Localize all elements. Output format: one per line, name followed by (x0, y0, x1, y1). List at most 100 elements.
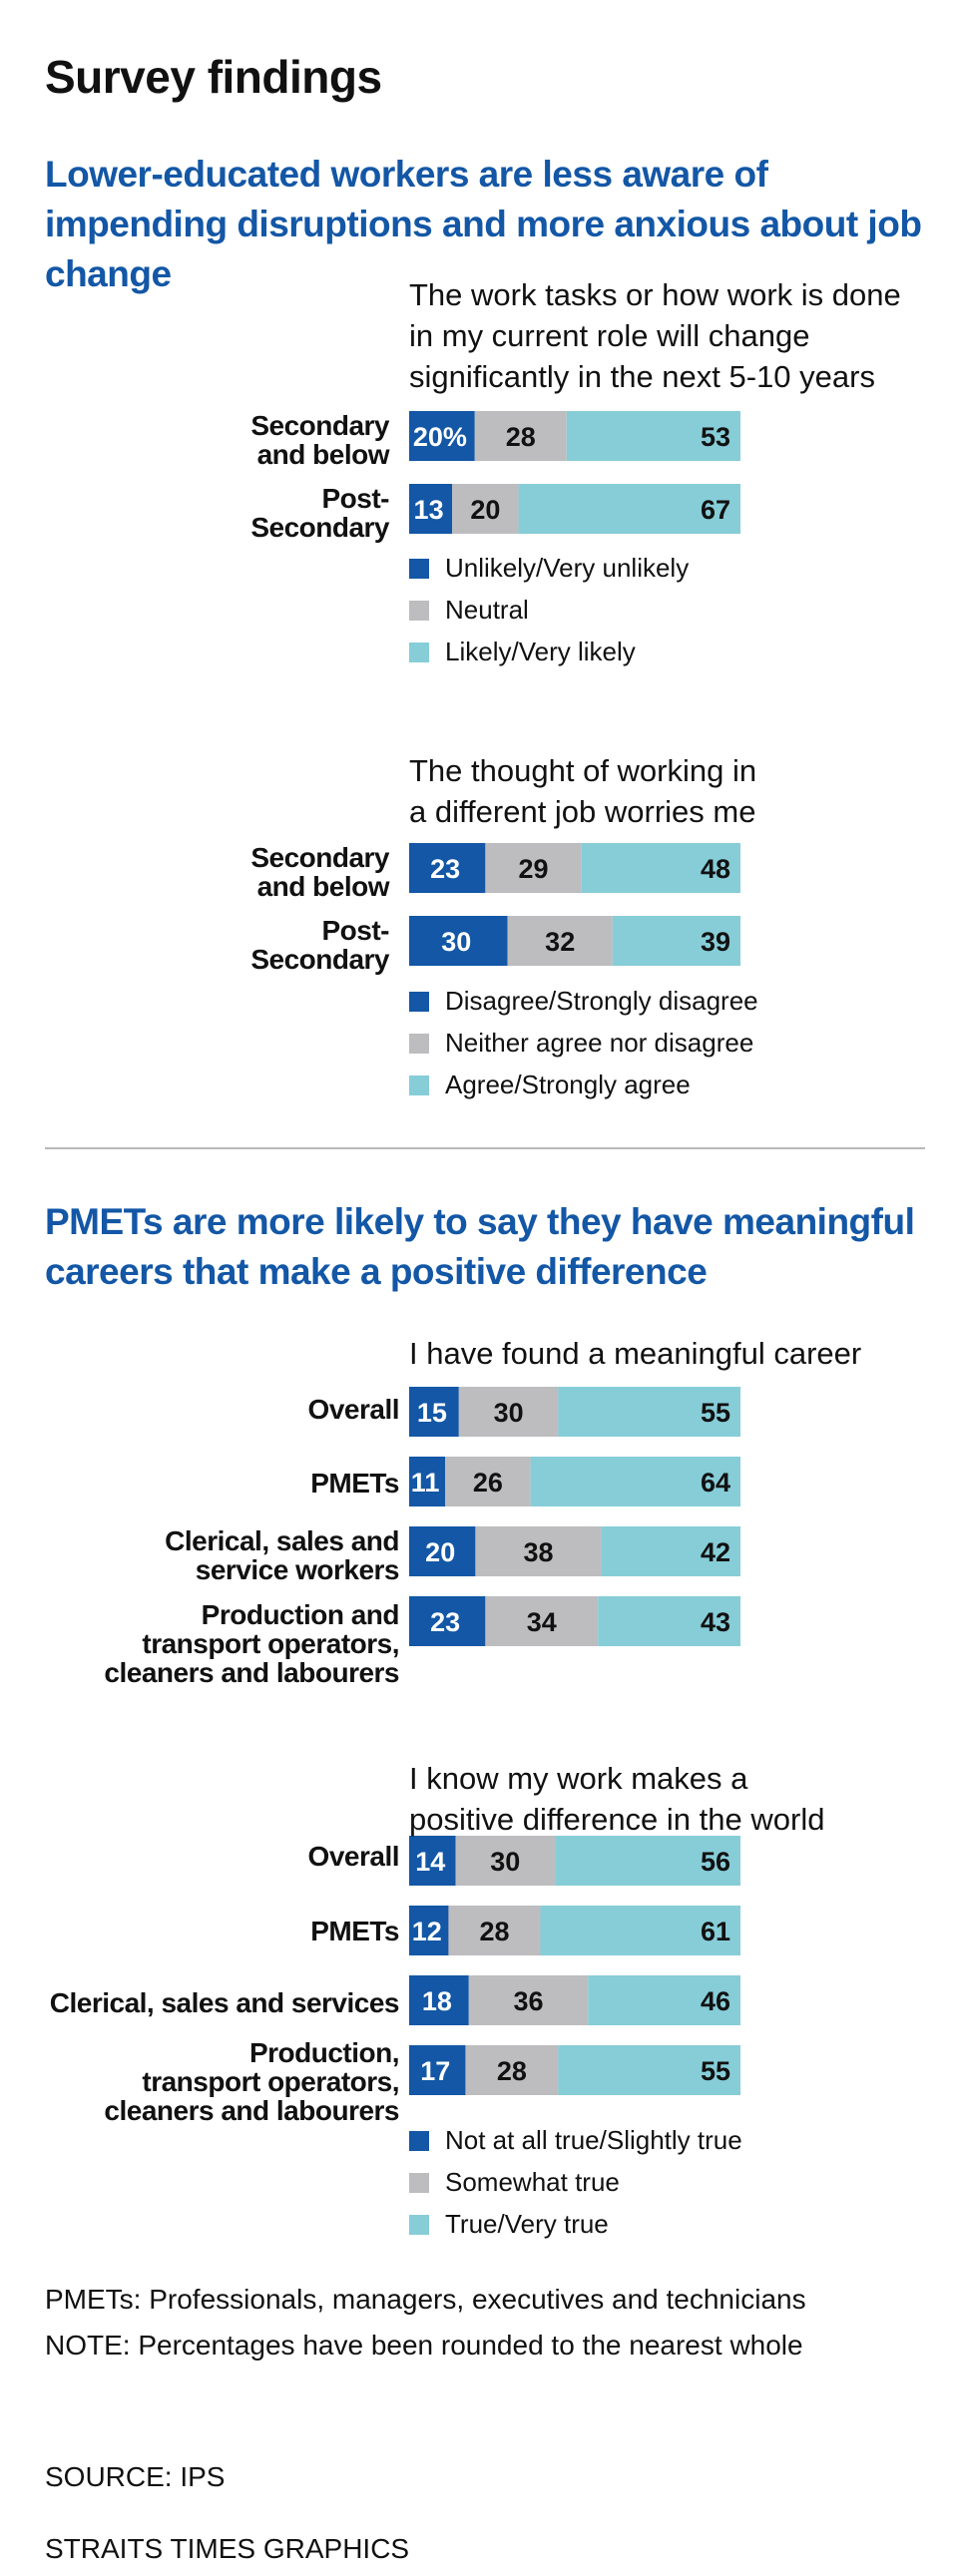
row-label-text: Overall (307, 1394, 400, 1425)
legend-swatch-positive (409, 1075, 429, 1095)
bar-value-label: 28 (497, 2056, 527, 2086)
bar-value-label: 55 (701, 2056, 730, 2086)
legend-item-neither: Neither agree nor disagree (409, 1022, 758, 1064)
bar-segment (409, 1975, 469, 2025)
bar-segment (465, 2045, 559, 2095)
row-label-post-secondary: Post- Secondary (10, 916, 389, 974)
bar-segment (475, 1526, 602, 1576)
row-label-production: Production and transport operators, clea… (20, 1600, 399, 1687)
bar-value-label: 38 (523, 1537, 553, 1567)
bar-segment (555, 1836, 740, 1886)
bar-value-label: 20 (470, 495, 500, 525)
bar-segment (409, 1387, 459, 1437)
bar-segment (540, 1906, 740, 1955)
row-label-text: PMETs (310, 1916, 399, 1946)
bar-value-label: 56 (701, 1847, 730, 1877)
bar-value-label: 23 (430, 854, 460, 884)
legend-label: Disagree/Strongly disagree (445, 986, 758, 1016)
section-divider (45, 1147, 925, 1149)
row-label-text: Secondary and below (250, 842, 389, 902)
page-title: Survey findings (45, 51, 382, 103)
bar-value-label: 34 (527, 1607, 557, 1637)
chart-2-question: The thought of working in a different jo… (409, 750, 948, 832)
row-label-pmets: PMETs (20, 1469, 399, 1498)
row-label-pmets: PMETs (20, 1917, 399, 1945)
row-label-secondary: Secondary and below (10, 843, 389, 901)
row-label-text: Clerical, sales and services (49, 1987, 400, 2018)
legend-swatch-positive (409, 643, 429, 662)
footnote-pmets: PMETs: Professionals, managers, executiv… (45, 2284, 806, 2315)
bar-segment (598, 1596, 740, 1646)
bar-segment (485, 1596, 599, 1646)
source-credit: SOURCE: IPS (45, 2461, 226, 2492)
legend-label: Unlikely/Very unlikely (445, 553, 690, 583)
legend-swatch-neutral (409, 601, 429, 621)
question-line: The work tasks or how work is done (409, 277, 901, 312)
question-line: I have found a meaningful career (409, 1336, 862, 1371)
bar-segment (409, 1457, 446, 1506)
graphics-credit: STRAITS TIMES GRAPHICS (45, 2533, 410, 2564)
row-label-text: Post- Secondary (250, 915, 389, 975)
bar-value-label: 55 (701, 1398, 730, 1428)
bar-value-label: 61 (701, 1917, 730, 1946)
question-line: significantly in the next 5-10 years (409, 359, 875, 394)
bar-segment (445, 1457, 531, 1506)
bar-value-label: 64 (701, 1468, 730, 1498)
section-title-pmets: PMETs are more likely to say they have m… (45, 1201, 915, 1292)
bar-value-label: 18 (422, 1986, 452, 2016)
legend-item-not-true: Not at all true/Slightly true (409, 2119, 742, 2161)
bar-value-label: 17 (420, 2056, 450, 2086)
question-line: The thought of working in (409, 753, 757, 788)
chart-3-question: I have found a meaningful career (409, 1333, 948, 1374)
bar-segment (458, 1387, 559, 1437)
bar-segment (455, 1836, 556, 1886)
question-line: positive difference in the world (409, 1802, 825, 1837)
chart-1-question: The work tasks or how work is done in my… (409, 274, 948, 397)
bar-segment (558, 1387, 740, 1437)
bar-value-label: 48 (701, 854, 730, 884)
bar-segment (612, 916, 740, 966)
legend-label: Neither agree nor disagree (445, 1028, 754, 1058)
row-label-text: Production and transport operators, clea… (104, 1599, 399, 1688)
chart-2-legend: Disagree/Strongly disagree Neither agree… (409, 980, 758, 1105)
legend-item-likely: Likely/Very likely (409, 631, 689, 672)
row-label-clerical: Clerical, sales and services (20, 1987, 400, 2018)
bar-segment (530, 1457, 740, 1506)
bar-value-label: 32 (545, 927, 575, 957)
bar-segment (588, 1975, 740, 2025)
row-label-overall: Overall (20, 1842, 400, 1871)
bar-value-label: 20 (425, 1537, 455, 1567)
bar-value-label: 46 (701, 1986, 730, 2016)
legend-item-neutral: Neutral (409, 589, 689, 631)
legend-swatch-negative (409, 992, 429, 1012)
bar-value-label: 53 (701, 422, 730, 452)
chart-4-question: I know my work makes a positive differen… (409, 1758, 948, 1840)
bar-segment (566, 411, 740, 461)
bar-value-label: 12 (412, 1917, 442, 1946)
legend-label: Agree/Strongly agree (445, 1070, 691, 1099)
bar-segment (409, 411, 475, 461)
bar-segment (468, 1975, 589, 2025)
bar-segment (558, 2045, 740, 2095)
legend-item-somewhat-true: Somewhat true (409, 2161, 742, 2203)
bar-value-label: 39 (701, 927, 730, 957)
bar-segment (409, 916, 508, 966)
bar-value-label: 30 (441, 927, 471, 957)
legend-label: Not at all true/Slightly true (445, 2125, 742, 2155)
row-label-production: Production, transport operators, cleaner… (20, 2038, 399, 2125)
question-line: in my current role will change (409, 318, 810, 353)
row-label-secondary: Secondary and below (10, 411, 389, 469)
bar-value-label: 36 (513, 1986, 543, 2016)
bar-value-label: 67 (701, 495, 730, 525)
bar-segment (601, 1526, 740, 1576)
bar-value-label: 15 (417, 1398, 447, 1428)
legend-item-agree: Agree/Strongly agree (409, 1064, 758, 1105)
bar-segment (409, 2045, 466, 2095)
row-label-post-secondary: Post- Secondary (10, 484, 389, 542)
row-label-text: PMETs (310, 1468, 399, 1499)
bar-segment (474, 411, 567, 461)
bar-segment (581, 843, 740, 893)
chart-4-legend: Not at all true/Slightly true Somewhat t… (409, 2119, 742, 2245)
bar-value-label: 28 (479, 1917, 509, 1946)
bar-segment (409, 1596, 486, 1646)
